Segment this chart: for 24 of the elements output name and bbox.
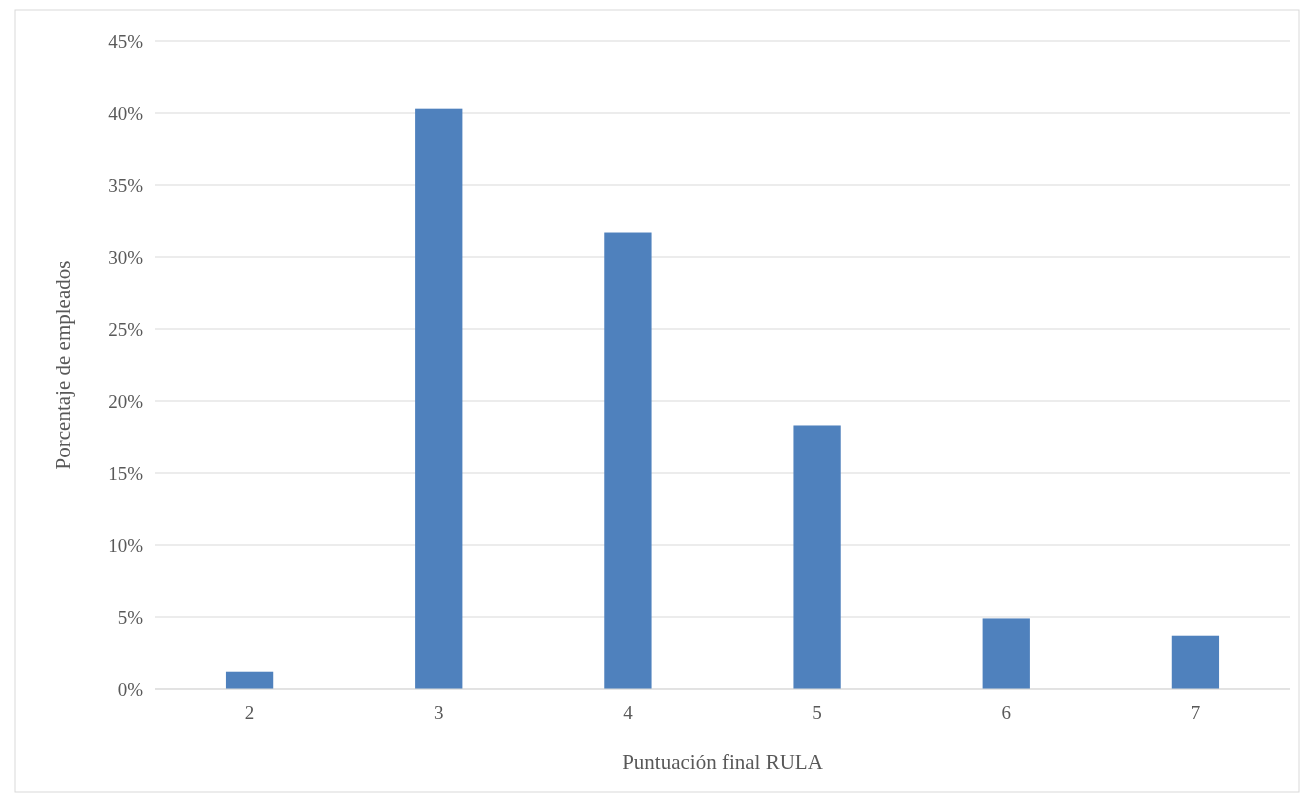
x-axis-title: Puntuación final RULA: [622, 750, 824, 774]
x-tick-label: 5: [812, 702, 822, 723]
y-tick-label: 5%: [117, 606, 144, 628]
y-tick-label: 10%: [108, 534, 144, 556]
x-tick-label: 6: [1001, 702, 1011, 723]
bar: [1171, 635, 1220, 689]
y-tick-label: 0%: [117, 678, 144, 700]
y-tick-label: 20%: [108, 390, 144, 412]
bar: [415, 108, 463, 689]
y-axis-title: Porcentaje de empleados: [51, 260, 75, 470]
bar: [604, 232, 652, 689]
x-tick-label: 4: [623, 702, 634, 723]
bar: [982, 618, 1030, 689]
y-tick-label: 15%: [108, 462, 144, 484]
x-tick-label: 7: [1190, 702, 1201, 723]
bar: [225, 671, 274, 689]
y-tick-label: 30%: [108, 246, 144, 268]
bar: [793, 425, 841, 689]
y-tick-label: 35%: [108, 174, 144, 196]
y-tick-label: 40%: [108, 102, 144, 124]
x-tick-label: 2: [244, 702, 255, 723]
y-tick-label: 25%: [108, 318, 144, 340]
y-tick-label: 45%: [108, 30, 144, 52]
x-tick-label: 3: [434, 702, 444, 723]
